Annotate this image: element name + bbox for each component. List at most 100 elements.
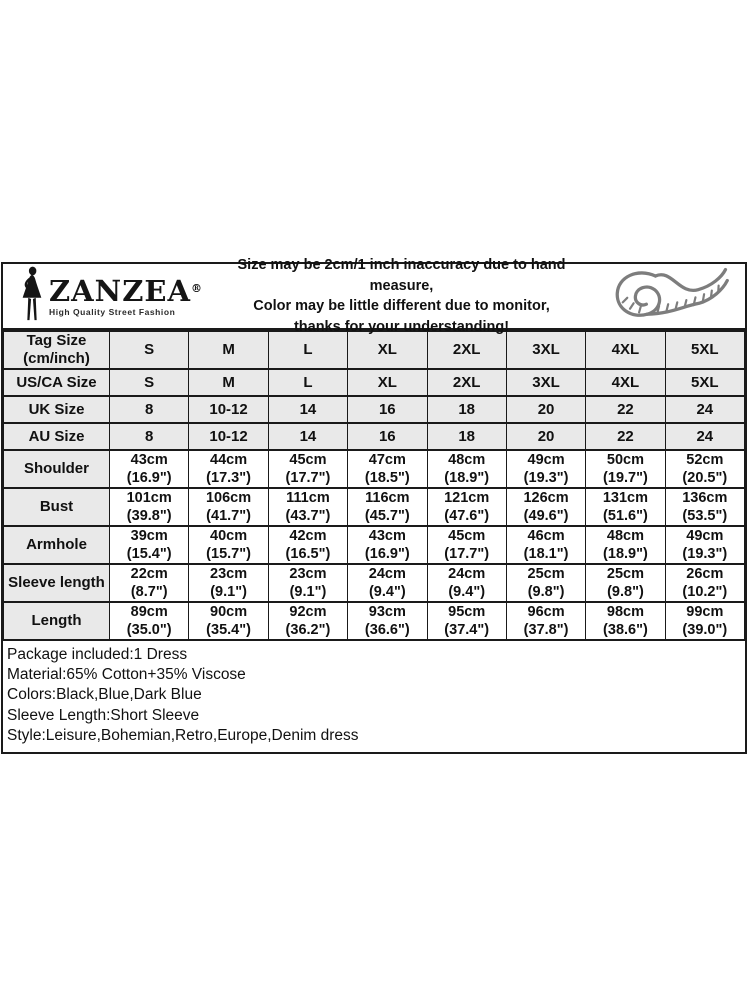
size-cell: 2XL [426,368,507,397]
size-cell: 16 [347,422,428,451]
size-cell: 24 [664,395,746,424]
row-label: US/CA Size [3,368,110,397]
size-cell: 106cm (41.7") [188,487,269,527]
size-cell: 96cm (37.8") [505,601,587,641]
size-cell: 22 [585,395,666,424]
size-cell: 22 [585,422,666,451]
size-cell: 43cm (16.9") [347,525,428,565]
notice-line: Color may be little different due to mon… [253,298,550,314]
size-cell: 3XL [505,330,587,370]
table-row: Sleeve length 22cm (8.7") 23cm (9.1") 23cm … [3,563,746,603]
brand-logo: ZANZEA® High Quality Street Fashion [3,266,208,327]
size-cell: 16 [347,395,428,424]
row-label: Shoulder [3,449,110,489]
size-cell: 39cm (15.4") [108,525,190,565]
size-cell: 46cm (18.1") [505,525,587,565]
size-cell: 95cm (37.4") [426,601,507,641]
size-cell: 93cm (36.6") [347,601,428,641]
size-cell: 45cm (17.7") [426,525,507,565]
size-cell: 50cm (19.7") [585,449,666,489]
row-label: Bust [3,487,110,527]
product-info-line: Sleeve Length:Short Sleeve [7,706,200,724]
size-table: Tag Size (cm/inch) S M L XL 2XL 3XL 4XL 5XL US/CA… [3,330,746,641]
size-cell: 48cm (18.9") [585,525,666,565]
size-cell: 20 [505,395,587,424]
size-table-body: Tag Size (cm/inch) S M L XL 2XL 3XL 4XL 5XL US/CA… [3,330,746,641]
size-cell: 98cm (38.6") [585,601,666,641]
size-cell: 43cm (16.9") [108,449,190,489]
size-cell: 3XL [505,368,587,397]
size-cell: 49cm (19.3") [505,449,587,489]
chart-header: ZANZEA® High Quality Street Fashion Size… [3,257,745,335]
size-cell: 24cm (9.4") [347,563,428,603]
size-cell: L [267,368,349,397]
brand-tagline: High Quality Street Fashion [49,306,176,317]
size-cell: 90cm (35.4") [188,601,269,641]
size-cell: 48cm (18.9") [426,449,507,489]
size-cell: XL [347,368,428,397]
size-cell: S [108,368,190,397]
size-cell: 23cm (9.1") [188,563,269,603]
size-cell: 49cm (19.3") [664,525,746,565]
size-cell: 47cm (18.5") [347,449,428,489]
size-cell: 92cm (36.2") [267,601,349,641]
row-label: UK Size [3,395,110,424]
size-cell: 116cm (45.7") [347,487,428,527]
brand-name: ZANZEA® [49,273,202,308]
size-cell: S [108,330,190,370]
size-cell: 8 [108,422,190,451]
size-cell: 24cm (9.4") [426,563,507,603]
row-label: Length [3,601,110,641]
size-cell: 23cm (9.1") [267,563,349,603]
product-info-line: Colors:Black,Blue,Dark Blue [7,686,202,704]
size-cell: L [267,330,349,370]
table-row: Bust 101cm (39.8") 106cm (41.7") 111cm (43.… [3,487,746,527]
notice-line: Size may be 2cm/1 inch inaccuracy due to… [237,257,566,294]
product-info: Package included:1 Dress Material:65% Cot… [3,641,745,752]
size-cell: 18 [426,422,507,451]
table-row: Tag Size (cm/inch) S M L XL 2XL 3XL 4XL 5XL [3,330,746,370]
table-row: Length 89cm (35.0") 90cm (35.4") 92cm (36.2… [3,601,746,641]
size-cell: 42cm (16.5") [267,525,349,565]
size-notice: Size may be 2cm/1 inch inaccuracy due to… [208,255,595,337]
row-label: AU Size [3,422,110,451]
size-cell: 101cm (39.8") [108,487,190,527]
size-cell: 4XL [585,330,666,370]
size-cell: 20 [505,422,587,451]
size-cell: 121cm (47.6") [426,487,507,527]
row-label: Tag Size (cm/inch) [3,330,110,370]
size-cell: 24 [664,422,746,451]
size-cell: 5XL [664,368,746,397]
size-cell: 5XL [664,330,746,370]
brand-text: ZANZEA® High Quality Street Fashion [49,276,202,317]
size-cell: 44cm (17.3") [188,449,269,489]
notice-line: thanks for your understanding! [293,318,510,335]
product-info-line: Material:65% Cotton+35% Viscose [7,666,246,684]
size-cell: 136cm (53.5") [664,487,746,527]
size-cell: 18 [426,395,507,424]
size-cell: 26cm (10.2") [664,563,746,603]
row-label: Sleeve length [3,563,110,603]
size-cell: M [188,368,269,397]
table-row: US/CA Size S M L XL 2XL 3XL 4XL 5XL [3,368,746,397]
size-cell: 111cm (43.7") [267,487,349,527]
table-row: AU Size 8 10-12 14 16 18 20 22 24 [3,422,746,451]
size-cell: 4XL [585,368,666,397]
size-cell: 10-12 [188,395,269,424]
row-label: Armhole [3,525,110,565]
measuring-tape-icon [595,266,745,326]
table-row: Shoulder 43cm (16.9") 44cm (17.3") 45cm (17… [3,449,746,489]
size-cell: 126cm (49.6") [505,487,587,527]
size-cell: 52cm (20.5") [664,449,746,489]
size-chart-sheet: ZANZEA® High Quality Street Fashion Size… [1,257,747,755]
size-cell: 14 [267,422,349,451]
size-cell: XL [347,330,428,370]
size-cell: 25cm (9.8") [585,563,666,603]
size-cell: 14 [267,395,349,424]
size-cell: 40cm (15.7") [188,525,269,565]
size-cell: 8 [108,395,190,424]
size-cell: 131cm (51.6") [585,487,666,527]
size-cell: 22cm (8.7") [108,563,190,603]
woman-silhouette-icon [19,266,45,327]
size-cell: 45cm (17.7") [267,449,349,489]
